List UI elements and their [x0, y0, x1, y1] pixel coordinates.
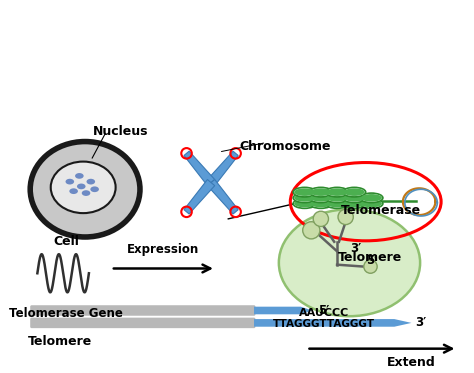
Circle shape: [313, 211, 328, 226]
Ellipse shape: [91, 186, 99, 192]
Ellipse shape: [326, 187, 348, 197]
Ellipse shape: [344, 188, 365, 196]
Text: Cell: Cell: [53, 235, 79, 248]
FancyBboxPatch shape: [30, 318, 255, 328]
Ellipse shape: [310, 188, 331, 196]
Text: Extend: Extend: [387, 356, 436, 369]
Ellipse shape: [293, 193, 316, 203]
Polygon shape: [184, 179, 215, 214]
Text: Nucleus: Nucleus: [92, 125, 148, 138]
Ellipse shape: [360, 193, 383, 203]
Text: AAUCCC: AAUCCC: [299, 308, 349, 318]
Text: Chromosome: Chromosome: [240, 140, 331, 153]
Polygon shape: [254, 307, 312, 314]
FancyBboxPatch shape: [30, 305, 255, 316]
Ellipse shape: [310, 199, 332, 209]
Text: Telomerase: Telomerase: [341, 204, 421, 217]
Ellipse shape: [360, 199, 383, 209]
Text: Telomerase Gene: Telomerase Gene: [9, 307, 123, 320]
Ellipse shape: [343, 187, 366, 197]
Polygon shape: [184, 151, 215, 186]
Text: Expression: Expression: [127, 243, 200, 256]
Ellipse shape: [361, 194, 382, 202]
Text: 5′: 5′: [318, 304, 329, 317]
Ellipse shape: [343, 199, 366, 209]
Ellipse shape: [294, 200, 315, 207]
Ellipse shape: [361, 200, 382, 207]
Ellipse shape: [310, 187, 332, 197]
Ellipse shape: [327, 194, 347, 202]
Circle shape: [303, 222, 320, 239]
Ellipse shape: [30, 141, 140, 237]
Text: Telomere: Telomere: [28, 335, 92, 348]
Ellipse shape: [310, 193, 332, 203]
Ellipse shape: [293, 187, 316, 197]
Ellipse shape: [294, 194, 315, 202]
Ellipse shape: [293, 199, 316, 209]
Circle shape: [338, 209, 353, 225]
Ellipse shape: [75, 173, 83, 179]
Ellipse shape: [279, 209, 420, 316]
Text: 5′: 5′: [366, 254, 377, 267]
Ellipse shape: [82, 190, 91, 196]
Ellipse shape: [344, 200, 365, 207]
Ellipse shape: [294, 188, 315, 196]
Ellipse shape: [51, 162, 116, 213]
Circle shape: [364, 260, 377, 273]
Ellipse shape: [310, 200, 331, 207]
Ellipse shape: [69, 188, 78, 194]
Text: Telomere: Telomere: [338, 251, 402, 264]
Ellipse shape: [87, 179, 95, 185]
Polygon shape: [208, 151, 238, 186]
Ellipse shape: [326, 193, 348, 203]
Ellipse shape: [77, 184, 86, 189]
Ellipse shape: [344, 194, 365, 202]
Ellipse shape: [65, 179, 74, 185]
Ellipse shape: [327, 200, 347, 207]
Text: TTAGGGTTAGGGT: TTAGGGTTAGGGT: [273, 319, 375, 329]
Ellipse shape: [343, 193, 366, 203]
Polygon shape: [254, 319, 411, 327]
Ellipse shape: [327, 188, 347, 196]
Polygon shape: [208, 179, 238, 214]
Ellipse shape: [326, 199, 348, 209]
Text: 3′: 3′: [351, 242, 362, 255]
Text: 3′: 3′: [415, 316, 427, 329]
Ellipse shape: [310, 194, 331, 202]
